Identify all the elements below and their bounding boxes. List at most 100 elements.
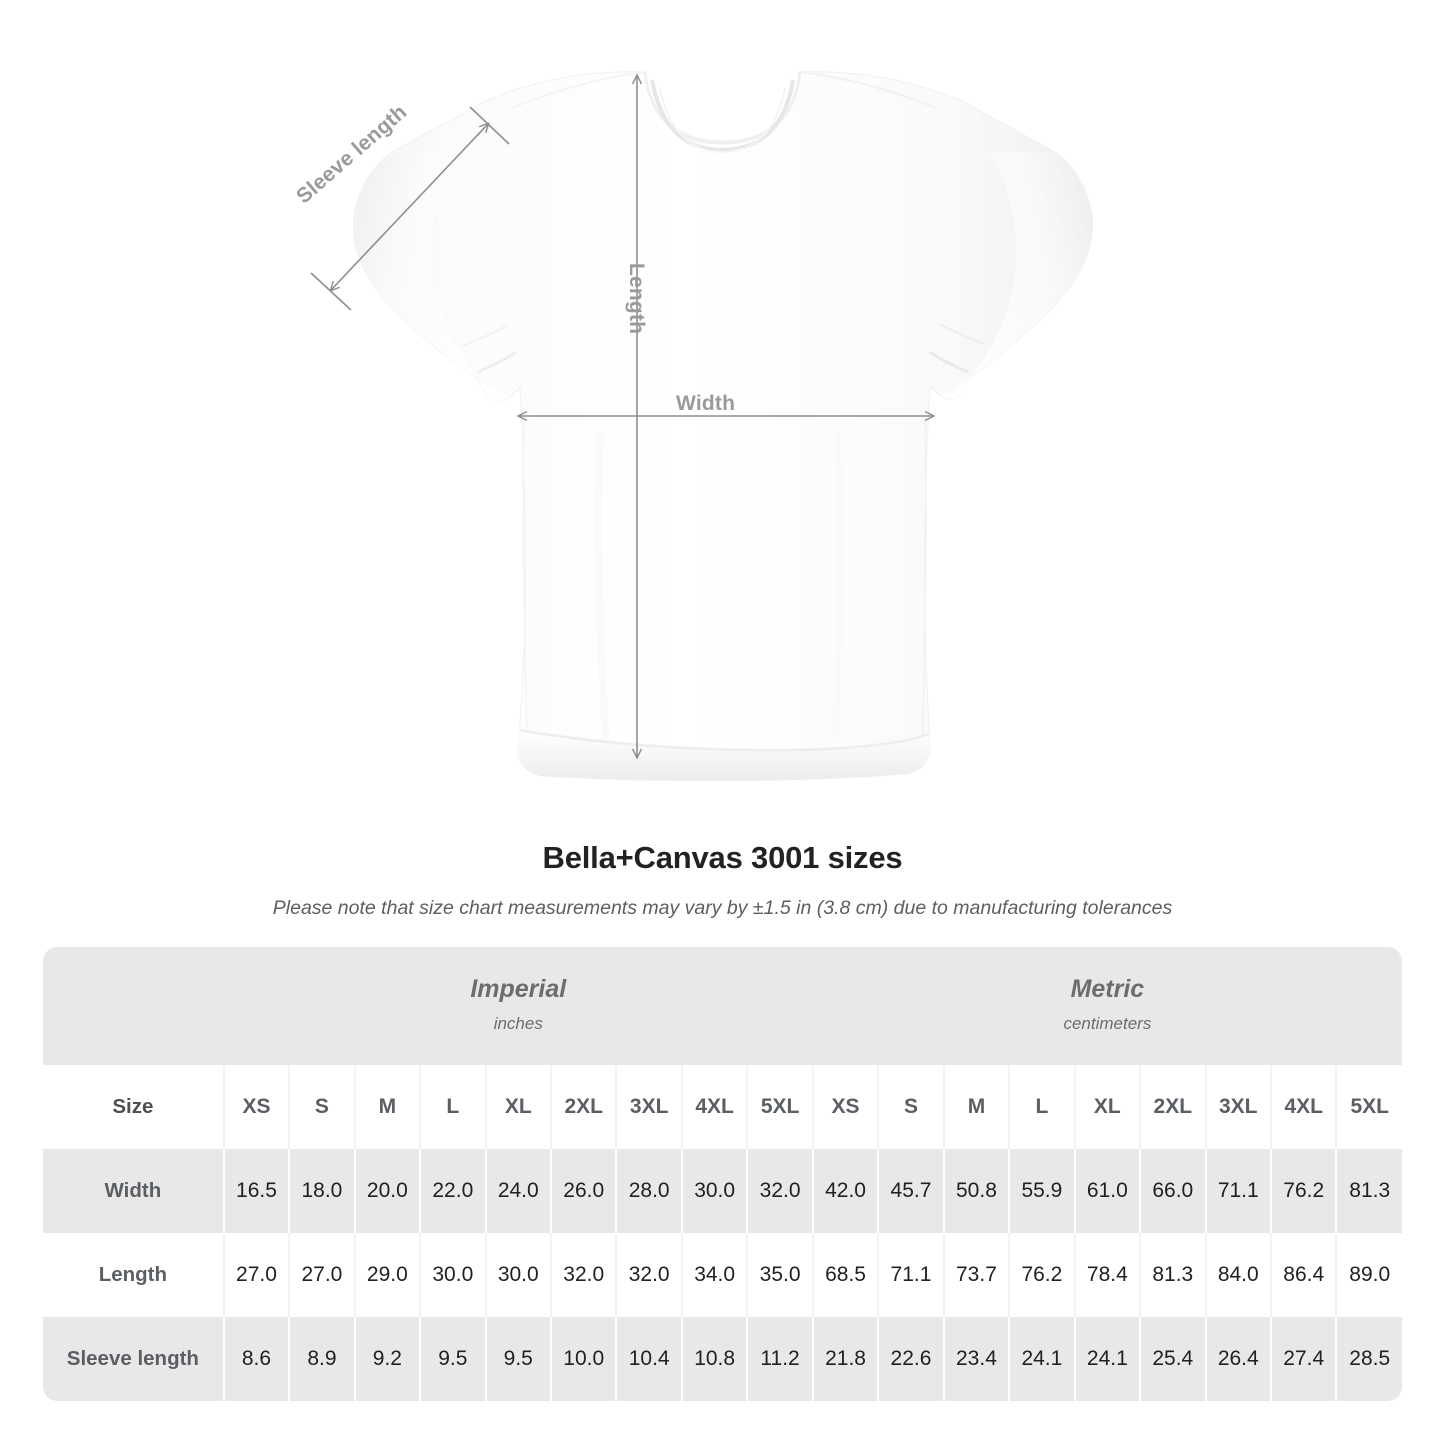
size-column-header: XL bbox=[484, 1065, 551, 1149]
measurement-cell: 27.4 bbox=[1269, 1317, 1337, 1401]
size-column-header: 3XL bbox=[1204, 1065, 1271, 1149]
size-header-row: Size XS S M L XL 2XL 3XL 4XL 5XL XS S M L XL 2XL 3XL 4XL 5… bbox=[43, 1065, 1402, 1149]
table-row: Sleeve length 8.6 8.9 9.2 9.5 9.5 10.0 10.4 10.8… bbox=[43, 1317, 1402, 1401]
measurement-cell: 9.5 bbox=[419, 1317, 486, 1401]
measurement-cell: 42.0 bbox=[811, 1149, 879, 1233]
measurement-cell: 16.5 bbox=[222, 1149, 290, 1233]
size-column-header: M bbox=[942, 1065, 1010, 1149]
measurement-cell: 26.4 bbox=[1204, 1317, 1271, 1401]
measurement-cell: 30.0 bbox=[680, 1149, 748, 1233]
measurement-cell: 35.0 bbox=[746, 1233, 813, 1317]
measurement-cell: 9.5 bbox=[484, 1317, 551, 1401]
measurement-cell: 8.9 bbox=[288, 1317, 355, 1401]
size-column-header: M bbox=[353, 1065, 421, 1149]
tolerance-note: Please note that size chart measurements… bbox=[272, 897, 1173, 919]
measurement-cell: 29.0 bbox=[353, 1233, 421, 1317]
size-column-header: XS bbox=[811, 1065, 879, 1149]
measurement-cell: 22.6 bbox=[877, 1317, 944, 1401]
unit-group-metric: Metric centimeters bbox=[812, 947, 1402, 1065]
measurement-cell: 25.4 bbox=[1139, 1317, 1206, 1401]
measurement-cell: 81.3 bbox=[1139, 1233, 1206, 1317]
measurement-cell: 71.1 bbox=[1204, 1149, 1271, 1233]
sleeve-tick-end bbox=[469, 106, 510, 145]
measurement-cell: 84.0 bbox=[1204, 1233, 1271, 1317]
unit-group-subtitle: inches bbox=[493, 1014, 543, 1033]
size-column-header: 5XL bbox=[746, 1065, 813, 1149]
table-row: Width 16.5 18.0 20.0 22.0 24.0 26.0 28.0 30.0 32.… bbox=[43, 1149, 1402, 1233]
measurement-cell: 86.4 bbox=[1269, 1233, 1337, 1317]
measurement-cell: 24.1 bbox=[1073, 1317, 1141, 1401]
measurement-row-label: Length bbox=[43, 1233, 224, 1317]
table-row: Length 27.0 27.0 29.0 30.0 30.0 32.0 32.0 34.0 35… bbox=[43, 1233, 1402, 1317]
measurement-cell: 28.0 bbox=[615, 1149, 682, 1233]
sleeve-length-arrow bbox=[331, 124, 488, 290]
measurement-cell: 10.4 bbox=[615, 1317, 682, 1401]
measurement-cell: 81.3 bbox=[1335, 1149, 1402, 1233]
sleeve-tick-start bbox=[310, 272, 352, 311]
measurement-cell: 89.0 bbox=[1335, 1233, 1402, 1317]
measurement-cell: 26.0 bbox=[549, 1149, 617, 1233]
measurement-cell: 20.0 bbox=[353, 1149, 421, 1233]
measurement-cell: 27.0 bbox=[222, 1233, 290, 1317]
size-column-header: 2XL bbox=[549, 1065, 617, 1149]
tshirt-diagram: Sleeve length Length Width bbox=[292, 71, 1094, 782]
size-chart-table-wrap: Imperial inches Metric centimeters Size XS S M L… bbox=[43, 947, 1402, 1401]
measurement-cell: 18.0 bbox=[288, 1149, 355, 1233]
size-column-header: 4XL bbox=[1269, 1065, 1337, 1149]
size-column-header: L bbox=[419, 1065, 486, 1149]
measurement-cell: 55.9 bbox=[1008, 1149, 1075, 1233]
size-column-header: 4XL bbox=[680, 1065, 748, 1149]
garment-shape bbox=[352, 71, 1094, 782]
measurement-cell: 9.2 bbox=[353, 1317, 421, 1401]
unit-group-imperial: Imperial inches bbox=[223, 947, 813, 1065]
measurement-cell: 76.2 bbox=[1008, 1233, 1075, 1317]
measurement-cell: 8.6 bbox=[222, 1317, 290, 1401]
measurement-cell: 50.8 bbox=[942, 1149, 1010, 1233]
measurement-cell: 10.0 bbox=[549, 1317, 617, 1401]
size-column-label: Size bbox=[43, 1065, 224, 1149]
size-column-header: 3XL bbox=[615, 1065, 682, 1149]
measurement-row-label: Sleeve length bbox=[43, 1317, 224, 1401]
measurement-cell: 10.8 bbox=[680, 1317, 748, 1401]
size-column-header: XS bbox=[222, 1065, 290, 1149]
size-column-header: S bbox=[288, 1065, 355, 1149]
size-column-header: L bbox=[1008, 1065, 1075, 1149]
measurement-row-label: Width bbox=[43, 1149, 224, 1233]
unit-banner-spacer bbox=[43, 947, 224, 1065]
measurement-cell: 24.0 bbox=[484, 1149, 551, 1233]
measurement-cell: 34.0 bbox=[680, 1233, 748, 1317]
size-column-header: XL bbox=[1073, 1065, 1141, 1149]
page-title: Bella+Canvas 3001 sizes bbox=[542, 840, 903, 875]
measurement-cell: 30.0 bbox=[484, 1233, 551, 1317]
measurement-cell: 66.0 bbox=[1139, 1149, 1206, 1233]
measurement-arrows bbox=[310, 76, 933, 757]
unit-group-title: Imperial bbox=[470, 975, 567, 1003]
measurement-cell: 68.5 bbox=[811, 1233, 879, 1317]
measurement-cell: 73.7 bbox=[942, 1233, 1010, 1317]
size-column-header: 2XL bbox=[1139, 1065, 1206, 1149]
measurement-cell: 61.0 bbox=[1073, 1149, 1141, 1233]
measurement-cell: 28.5 bbox=[1335, 1317, 1402, 1401]
measurement-cell: 78.4 bbox=[1073, 1233, 1141, 1317]
measurement-cell: 32.0 bbox=[746, 1149, 813, 1233]
measurement-cell: 27.0 bbox=[288, 1233, 355, 1317]
unit-group-title: Metric bbox=[1070, 975, 1145, 1003]
measurement-cell: 21.8 bbox=[811, 1317, 879, 1401]
unit-group-header-row: Imperial inches Metric centimeters bbox=[43, 947, 1402, 1065]
title-block: Bella+Canvas 3001 sizes Please note that… bbox=[0, 838, 1445, 921]
measurement-cell: 11.2 bbox=[746, 1317, 813, 1401]
unit-group-subtitle: centimeters bbox=[1063, 1014, 1152, 1033]
measurement-cell: 23.4 bbox=[942, 1317, 1010, 1401]
length-label: Length bbox=[625, 263, 648, 335]
measurement-cell: 22.0 bbox=[419, 1149, 486, 1233]
measurement-cell: 76.2 bbox=[1269, 1149, 1337, 1233]
tshirt-illustration bbox=[310, 71, 1094, 782]
width-label: Width bbox=[676, 392, 736, 415]
size-column-header: S bbox=[877, 1065, 944, 1149]
measurement-cell: 24.1 bbox=[1008, 1317, 1075, 1401]
measurement-cell: 45.7 bbox=[877, 1149, 944, 1233]
measurement-cell: 71.1 bbox=[877, 1233, 944, 1317]
measurement-cell: 32.0 bbox=[549, 1233, 617, 1317]
measurement-cell: 32.0 bbox=[615, 1233, 682, 1317]
size-column-header: 5XL bbox=[1335, 1065, 1402, 1149]
